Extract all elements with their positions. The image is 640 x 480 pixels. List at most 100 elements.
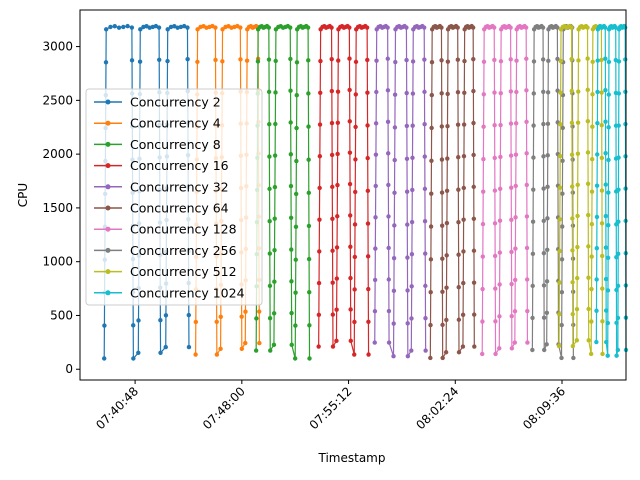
data-point — [575, 120, 581, 125]
data-point — [272, 247, 277, 253]
data-point — [557, 312, 562, 317]
data-point — [606, 59, 612, 65]
data-point — [348, 213, 353, 218]
data-point — [531, 155, 536, 160]
data-point — [456, 350, 462, 355]
data-point — [289, 342, 294, 348]
data-point — [293, 224, 299, 230]
data-point — [373, 121, 379, 126]
data-point — [353, 59, 359, 65]
data-point — [409, 316, 414, 321]
data-point — [393, 59, 398, 65]
data-point — [102, 356, 107, 361]
data-point — [603, 213, 609, 219]
data-point — [599, 90, 604, 95]
data-point — [509, 281, 514, 287]
data-point — [599, 188, 605, 193]
data-point — [541, 154, 546, 159]
data-point — [163, 344, 168, 350]
data-point — [348, 275, 353, 281]
data-point — [266, 89, 272, 95]
data-point — [605, 320, 611, 326]
data-point — [560, 158, 565, 163]
data-point — [220, 59, 225, 64]
data-point — [405, 321, 410, 326]
data-point — [481, 92, 486, 97]
data-point — [541, 121, 546, 127]
data-point — [616, 219, 621, 224]
data-point — [365, 155, 370, 161]
x-tick-label: 08:09:36 — [520, 384, 568, 432]
data-point — [429, 191, 434, 196]
data-point — [508, 153, 514, 158]
data-point — [440, 322, 445, 328]
data-point — [316, 280, 322, 286]
data-point — [524, 182, 529, 188]
y-tick-label: 500 — [50, 308, 73, 322]
data-point — [366, 286, 371, 292]
data-point — [514, 58, 519, 63]
data-point — [288, 215, 294, 220]
data-point — [317, 154, 323, 159]
data-point — [575, 151, 581, 156]
data-point — [524, 88, 529, 93]
data-point — [317, 217, 322, 222]
legend-label: Concurrency 512 — [130, 264, 237, 279]
data-point — [353, 157, 358, 162]
data-point — [348, 244, 353, 249]
data-point — [289, 279, 294, 284]
data-point — [569, 56, 574, 62]
data-point — [594, 339, 599, 345]
data-point — [439, 190, 445, 195]
data-point — [243, 309, 248, 314]
data-point — [404, 25, 409, 30]
data-point — [294, 92, 299, 98]
legend-label: Concurrency 256 — [130, 243, 237, 258]
data-point — [530, 251, 536, 256]
legend-swatch-marker — [105, 99, 111, 105]
data-point — [514, 89, 519, 95]
data-point — [480, 221, 486, 227]
data-point — [531, 187, 536, 192]
data-point — [493, 319, 498, 324]
data-point — [530, 219, 536, 224]
data-point — [317, 249, 322, 254]
data-point — [405, 222, 410, 227]
data-point — [422, 25, 427, 30]
data-point — [570, 216, 575, 221]
data-point — [366, 352, 371, 357]
data-point — [253, 348, 259, 353]
data-point — [456, 317, 462, 322]
data-point — [603, 150, 608, 156]
data-point — [307, 290, 312, 295]
data-point — [616, 91, 622, 96]
data-point — [409, 251, 415, 257]
legend-swatch-marker — [105, 290, 111, 296]
data-point — [497, 282, 502, 287]
data-point — [599, 57, 604, 63]
data-point — [599, 155, 605, 161]
data-point — [471, 184, 476, 190]
data-point — [293, 290, 298, 295]
series-6 — [428, 23, 477, 361]
data-point — [603, 25, 608, 30]
data-point — [616, 123, 621, 128]
data-point — [461, 280, 466, 286]
data-point — [352, 319, 357, 325]
legend-swatch-marker — [105, 226, 111, 232]
data-point — [329, 152, 335, 158]
data-point — [392, 92, 398, 97]
data-point — [606, 125, 611, 130]
y-axis: 0 500 1000 1500 2000 2500 3000 — [42, 40, 80, 376]
data-point — [288, 56, 293, 62]
data-point — [492, 253, 498, 259]
data-point — [589, 319, 594, 324]
data-point — [288, 120, 293, 125]
data-point — [525, 308, 530, 314]
data-point — [172, 24, 177, 29]
data-point — [600, 351, 605, 357]
plot-frame — [79, 9, 627, 381]
x-tick-label: 07:48:00 — [200, 384, 248, 432]
data-point — [603, 276, 609, 282]
data-point — [288, 88, 293, 93]
